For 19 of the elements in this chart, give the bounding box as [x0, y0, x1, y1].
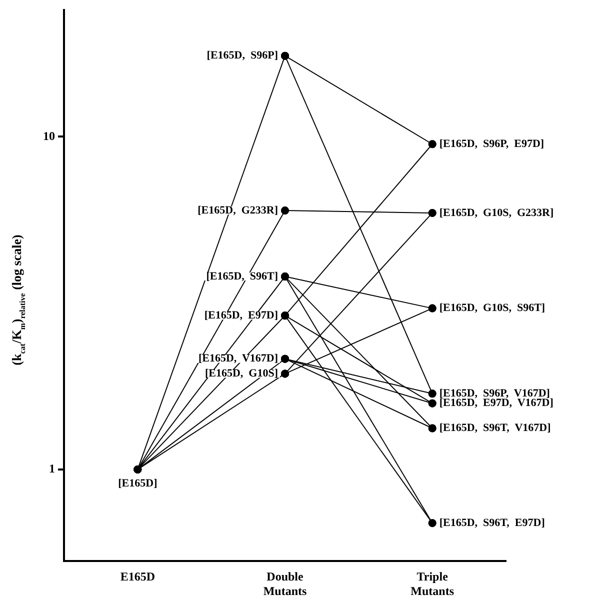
x-tick-label: E165D — [120, 569, 156, 584]
annotation: [E165D, S96T] — [206, 270, 278, 282]
annotation: [E165D, E97D] — [204, 309, 278, 322]
annotation: [E165D, S96T, E97D] — [439, 516, 545, 529]
annotation: [E165D, S96T, V167D] — [439, 422, 551, 434]
annotation: [E165D, G10S] — [204, 368, 278, 380]
x-tick-label: Triple Mutants — [410, 569, 454, 598]
annotation: [E165D, G10S, S96T] — [439, 302, 546, 314]
x-tick-label: Double Mutants — [263, 569, 307, 598]
annotation: [E165D, S96P, E97D] — [439, 138, 544, 150]
annotation: [E165D, S96P, V167D] — [439, 387, 550, 400]
annotation: [E165D, E97D, V167D] — [439, 397, 554, 410]
annotation: [E165D] — [118, 477, 158, 490]
annotation: [E165D, G10S, G233R] — [439, 206, 554, 219]
y-tick-label: 1 — [49, 462, 55, 476]
annotation: [E165D, G233R] — [198, 204, 278, 216]
annotation: [E165D, S96P] — [206, 50, 278, 62]
y-tick-label: 10 — [43, 128, 55, 143]
annotation: [E165D, V167D] — [198, 352, 278, 365]
